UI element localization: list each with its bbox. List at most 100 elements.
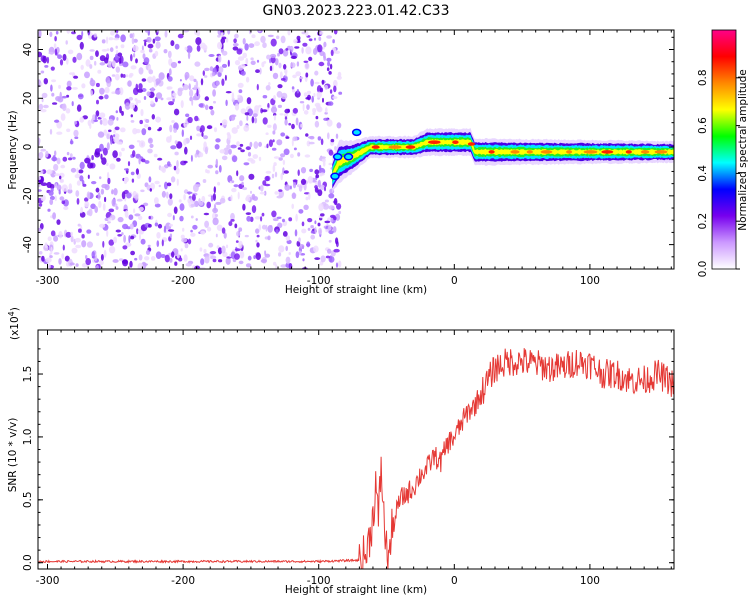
noise-speckle: [100, 153, 103, 160]
noise-speckle: [184, 46, 188, 51]
noise-speckle: [84, 71, 90, 79]
noise-speckle: [48, 51, 54, 55]
noise-speckle: [155, 92, 163, 99]
colorbar-tick-label: 0.0: [697, 261, 709, 278]
noise-speckle: [237, 82, 244, 88]
noise-speckle: [43, 78, 48, 85]
noise-speckle: [154, 50, 159, 57]
noise-speckle: [52, 212, 56, 220]
noise-speckle: [283, 148, 290, 156]
noise-speckle: [203, 135, 208, 140]
noise-speckle: [267, 225, 273, 233]
noise-speckle: [203, 248, 207, 254]
noise-speckle: [301, 228, 307, 234]
noise-speckle: [94, 114, 97, 123]
noise-speckle: [180, 248, 183, 252]
noise-speckle: [131, 37, 135, 45]
noise-speckle: [56, 121, 63, 129]
noise-speckle: [66, 80, 72, 88]
noise-speckle: [134, 213, 141, 217]
noise-speckle: [113, 37, 120, 41]
noise-speckle: [212, 89, 217, 97]
noise-speckle: [254, 41, 260, 47]
noise-speckle: [236, 48, 243, 55]
noise-speckle: [305, 46, 312, 55]
noise-speckle: [305, 30, 309, 37]
noise-speckle: [43, 104, 49, 109]
noise-speckle: [266, 143, 269, 149]
noise-speckle: [49, 128, 53, 135]
noise-speckle: [123, 176, 129, 183]
noise-speckle: [48, 262, 51, 269]
noise-speckle: [236, 141, 240, 147]
noise-speckle: [317, 222, 321, 227]
spectrogram-noise: [38, 30, 343, 269]
noise-speckle: [79, 161, 85, 170]
noise-speckle: [209, 66, 214, 72]
snr-y-axis-label: SNR (10 * v/v): [7, 418, 19, 493]
noise-speckle: [337, 71, 342, 78]
noise-speckle: [315, 115, 319, 120]
noise-speckle: [310, 234, 316, 240]
noise-speckle: [38, 30, 42, 38]
noise-speckle: [204, 255, 210, 264]
spectrogram-x-tick-label: -100: [307, 275, 331, 287]
noise-speckle: [70, 235, 74, 243]
noise-speckle: [90, 90, 93, 96]
noise-speckle: [117, 52, 123, 57]
noise-speckle: [173, 206, 178, 214]
noise-speckle: [155, 41, 161, 49]
noise-speckle: [239, 175, 245, 182]
noise-speckle: [285, 245, 289, 252]
noise-speckle: [137, 88, 144, 93]
noise-speckle: [115, 110, 119, 114]
noise-speckle: [124, 168, 129, 171]
noise-speckle: [139, 233, 141, 241]
noise-speckle: [187, 51, 191, 60]
noise-speckle: [143, 57, 150, 65]
noise-speckle: [74, 120, 78, 125]
noise-speckle: [76, 52, 83, 61]
noise-speckle: [144, 41, 147, 47]
noise-speckle: [128, 74, 133, 78]
noise-speckle: [78, 169, 84, 174]
noise-speckle: [150, 256, 156, 261]
noise-speckle: [258, 141, 262, 147]
noise-speckle: [240, 70, 246, 76]
noise-speckle: [328, 193, 335, 199]
spectrogram-x-tick-label: -200: [171, 275, 195, 287]
noise-speckle: [195, 149, 200, 155]
noise-speckle: [156, 232, 161, 239]
noise-speckle: [335, 133, 339, 139]
noise-speckle: [273, 162, 277, 167]
noise-speckle: [282, 167, 285, 176]
noise-speckle: [278, 62, 282, 69]
noise-speckle: [183, 138, 187, 146]
noise-speckle: [98, 95, 104, 100]
noise-speckle: [282, 218, 285, 223]
noise-speckle: [220, 32, 224, 38]
noise-speckle: [81, 30, 84, 37]
noise-speckle: [275, 264, 278, 269]
noise-speckle: [74, 136, 79, 139]
noise-speckle: [116, 157, 121, 162]
noise-speckle: [244, 234, 249, 238]
noise-speckle: [234, 103, 240, 111]
noise-speckle: [292, 179, 298, 183]
noise-speckle: [204, 146, 208, 155]
noise-speckle: [227, 59, 230, 67]
spectrogram-frame: [37, 29, 675, 270]
noise-speckle: [232, 46, 239, 51]
noise-speckle: [208, 54, 215, 57]
noise-speckle: [196, 88, 199, 97]
noise-speckle: [215, 138, 221, 143]
figure-title: GN03.2023.223.01.42.C33: [263, 3, 450, 19]
noise-speckle: [128, 235, 131, 244]
noise-speckle: [134, 98, 138, 102]
noise-speckle: [325, 255, 331, 259]
noise-speckle: [76, 104, 82, 112]
noise-speckle: [234, 223, 238, 229]
noise-speckle: [280, 132, 286, 137]
noise-speckle: [204, 67, 210, 72]
snr-y-tick-label: 0.0: [22, 554, 34, 571]
